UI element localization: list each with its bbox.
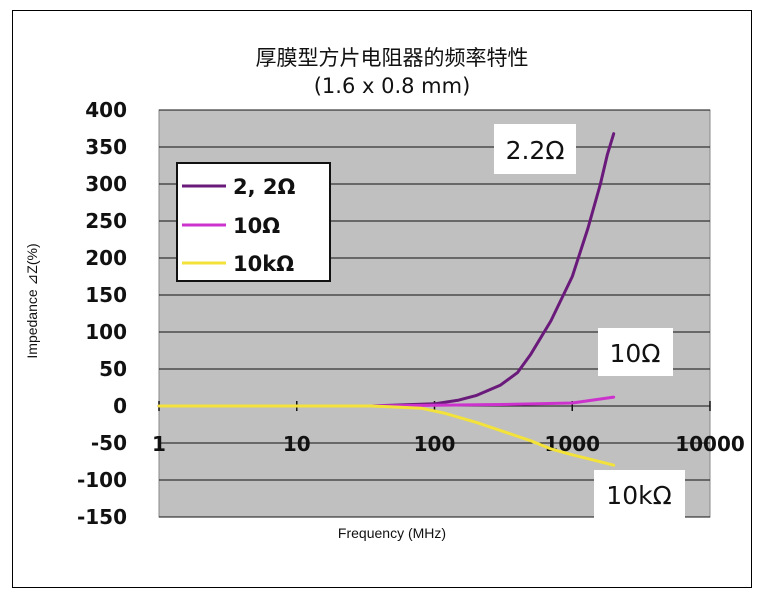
annotation-box bbox=[594, 470, 685, 520]
y-axis-label: Impedance ⊿Z(%) bbox=[24, 243, 40, 358]
x-tick-label: 10000 bbox=[675, 432, 745, 456]
y-tick-label: 200 bbox=[85, 246, 127, 270]
annotation-text: 10Ω bbox=[610, 339, 661, 368]
y-tick-label: -150 bbox=[77, 505, 127, 529]
x-tick-label: 1000 bbox=[544, 432, 600, 456]
x-axis-ticks: 1 10 100 1000 10000 bbox=[152, 401, 745, 456]
legend-label-10ohm: 10Ω bbox=[233, 214, 280, 238]
y-tick-label: 400 bbox=[85, 98, 127, 122]
chart-title: 厚膜型方片电阻器的频率特性 bbox=[256, 46, 529, 70]
annotation-text: 2.2Ω bbox=[506, 136, 565, 165]
chart-subtitle: (1.6 x 0.8 mm) bbox=[314, 74, 471, 98]
series-line-2 bbox=[157, 404, 616, 467]
annotation-2-2ohm: 2.2Ω bbox=[494, 124, 576, 174]
x-tick-label: 100 bbox=[414, 432, 456, 456]
series-lines bbox=[157, 132, 616, 467]
legend-box bbox=[176, 162, 331, 282]
legend-label-10kohm: 10kΩ bbox=[233, 252, 294, 276]
y-tick-label: 350 bbox=[85, 135, 127, 159]
y-tick-label: 150 bbox=[85, 283, 127, 307]
annotation-10ohm: 10Ω bbox=[598, 328, 673, 376]
y-tick-label: -100 bbox=[77, 468, 127, 492]
y-tick-label: 0 bbox=[113, 394, 127, 418]
annotation-box bbox=[598, 328, 673, 376]
x-tick-label: 1 bbox=[152, 432, 166, 456]
chart-frame bbox=[12, 10, 752, 588]
y-tick-label: 250 bbox=[85, 209, 127, 233]
x-axis-label: Frequency (MHz) bbox=[338, 525, 446, 541]
x-tick-label: 10 bbox=[283, 432, 311, 456]
y-tick-label: -50 bbox=[91, 431, 127, 455]
annotation-box bbox=[494, 124, 576, 174]
annotation-text: 10kΩ bbox=[606, 481, 671, 510]
y-axis-ticks: 400 350 300 250 200 150 100 50 0 -50 -100 -150 bbox=[77, 98, 127, 529]
y-tick-label: 50 bbox=[99, 357, 127, 381]
legend-label-2-2ohm: 2, 2Ω bbox=[233, 175, 296, 199]
y-tick-label: 100 bbox=[85, 320, 127, 344]
y-tick-label: 300 bbox=[85, 172, 127, 196]
annotation-10kohm: 10kΩ bbox=[594, 470, 685, 520]
legend: 2, 2Ω 10Ω 10kΩ bbox=[176, 162, 331, 282]
